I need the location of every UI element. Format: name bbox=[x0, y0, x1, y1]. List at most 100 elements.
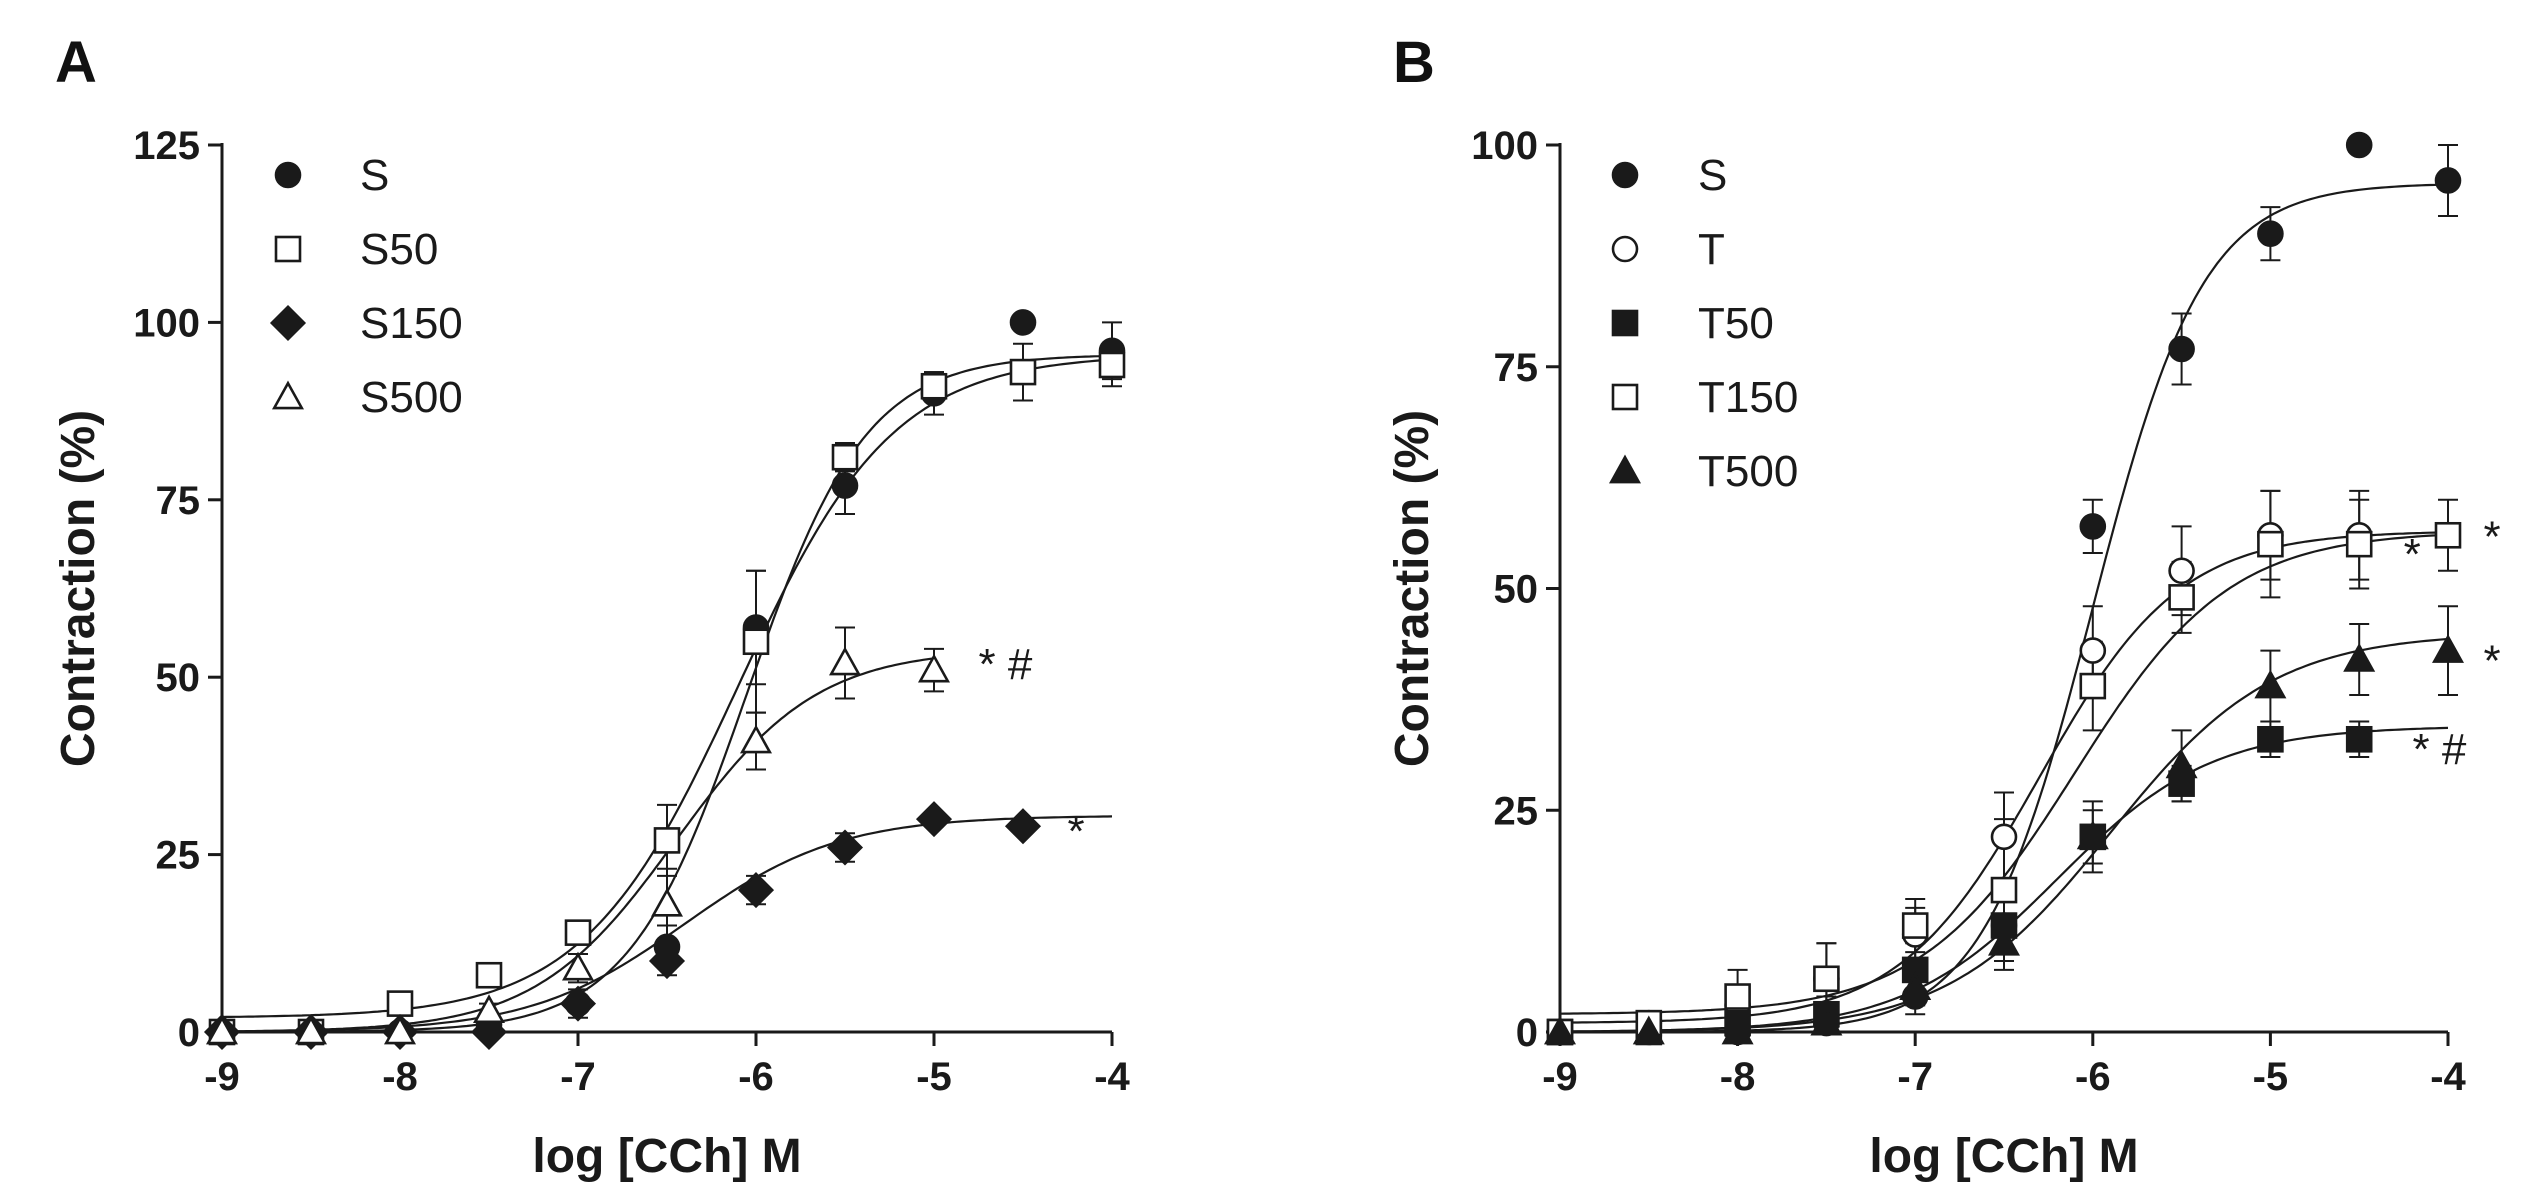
data-point-s150 bbox=[648, 943, 686, 980]
y-tick-label: 75 bbox=[1494, 346, 1539, 390]
data-point-t150 bbox=[2345, 530, 2373, 558]
data-point-t150 bbox=[2079, 672, 2107, 700]
y-axis-title: Contraction (%) bbox=[1386, 410, 1439, 767]
legend-label-s500: S500 bbox=[360, 373, 463, 422]
data-point-s bbox=[2257, 220, 2284, 247]
data-point-t50 bbox=[2345, 725, 2373, 753]
data-point-s150 bbox=[915, 801, 953, 838]
y-axis-title: Contraction (%) bbox=[52, 410, 105, 767]
x-tick-label: -7 bbox=[560, 1055, 596, 1099]
legend-marker-t bbox=[1611, 235, 1639, 263]
data-point-t500 bbox=[2076, 820, 2109, 850]
data-point-t150 bbox=[2434, 521, 2462, 549]
panel-letter: A bbox=[55, 30, 97, 95]
data-point-s50 bbox=[1009, 358, 1037, 386]
data-point-t500 bbox=[1721, 1015, 1754, 1045]
data-point-s bbox=[2079, 513, 2107, 540]
legend-label-s: S bbox=[360, 151, 389, 200]
data-point-t150 bbox=[1990, 876, 2018, 904]
legend-label-s50: S50 bbox=[360, 225, 438, 274]
data-point-t150 bbox=[2168, 584, 2195, 611]
legend-marker-t50 bbox=[1611, 309, 1639, 337]
y-tick-label: 0 bbox=[178, 1011, 200, 1055]
panel-letter: B bbox=[1393, 30, 1435, 95]
data-point-s500 bbox=[828, 646, 862, 676]
data-point-s500 bbox=[917, 653, 951, 683]
data-point-t150 bbox=[1724, 983, 1751, 1010]
x-tick-label: -6 bbox=[2075, 1055, 2111, 1099]
data-point-s500 bbox=[561, 951, 595, 981]
legend-label-s: S bbox=[1698, 151, 1727, 200]
data-point-s150 bbox=[559, 985, 597, 1022]
data-point-s50 bbox=[386, 990, 414, 1017]
legend-label-t50: T50 bbox=[1698, 299, 1774, 348]
x-tick-label: -4 bbox=[2430, 1055, 2466, 1099]
significance-marker: * bbox=[2484, 512, 2501, 561]
data-point-t500 bbox=[1899, 971, 1932, 1000]
significance-marker: * bbox=[1068, 807, 1085, 856]
x-tick-label: -6 bbox=[738, 1055, 774, 1099]
panel-b: B -9 -8 -7 -6 -5 -4 0 25 50 75 100 log [CCh] M Contra… bbox=[1386, 30, 2501, 1183]
data-point-s50 bbox=[920, 372, 948, 400]
significance-marker: * # bbox=[979, 640, 1033, 689]
legend-marker-t150 bbox=[1611, 383, 1639, 411]
data-point-s500 bbox=[383, 1015, 417, 1045]
x-tick-label: -7 bbox=[1897, 1055, 1933, 1099]
data-point-s150 bbox=[826, 829, 864, 866]
data-point-t500 bbox=[2343, 642, 2376, 672]
data-point-t bbox=[2168, 557, 2195, 585]
y-tick-label: 50 bbox=[1494, 568, 1539, 612]
data-point-t150 bbox=[2257, 530, 2284, 558]
x-tick-label: -9 bbox=[1542, 1055, 1578, 1099]
data-point-t bbox=[1990, 823, 2018, 851]
data-point-s500 bbox=[739, 724, 773, 754]
panel-a: A -9 -8 -7 -6 -5 -4 0 25 50 75 100 125 log [CCh] M Con… bbox=[52, 30, 1131, 1183]
data-point-s50 bbox=[1098, 351, 1126, 379]
significance-marker: * bbox=[2404, 530, 2421, 579]
legend-label-s150: S150 bbox=[360, 299, 463, 348]
y-tick-label: 0 bbox=[1516, 1011, 1538, 1055]
x-tick-label: -5 bbox=[916, 1055, 952, 1099]
y-tick-label: 25 bbox=[156, 834, 201, 878]
data-point-t500 bbox=[1810, 1006, 1843, 1036]
y-tick-label: 50 bbox=[156, 656, 201, 700]
x-tick-label: -5 bbox=[2253, 1055, 2289, 1099]
legend-label-t500: T500 bbox=[1698, 447, 1798, 496]
data-point-t500 bbox=[2431, 634, 2465, 663]
x-tick-label: -4 bbox=[1094, 1055, 1130, 1099]
data-point-s500 bbox=[294, 1015, 328, 1045]
data-point-t500 bbox=[1632, 1015, 1665, 1045]
data-point-s bbox=[831, 472, 859, 499]
y-tick-label: 125 bbox=[133, 124, 200, 168]
data-point-s150 bbox=[737, 872, 775, 909]
legend-marker-s bbox=[274, 161, 302, 189]
data-point-s500 bbox=[205, 1015, 239, 1045]
data-point-s500 bbox=[472, 994, 506, 1024]
data-point-s50 bbox=[564, 919, 592, 946]
x-axis-title: log [CCh] M bbox=[1869, 1130, 2138, 1183]
x-tick-label: -8 bbox=[382, 1055, 418, 1099]
data-point-t500 bbox=[1543, 1015, 1577, 1045]
data-point-s50 bbox=[742, 628, 770, 656]
x-tick-label: -9 bbox=[204, 1055, 240, 1099]
y-tick-label: 100 bbox=[1471, 124, 1538, 168]
data-point-t500 bbox=[2165, 749, 2198, 779]
data-point-s50 bbox=[653, 827, 681, 854]
data-point-s bbox=[2434, 167, 2462, 194]
legend-marker-s50 bbox=[274, 235, 302, 263]
x-axis-title: log [CCh] M bbox=[532, 1130, 801, 1183]
data-point-s50 bbox=[831, 443, 859, 471]
data-point-t500 bbox=[1987, 926, 2021, 956]
legend-marker-s150 bbox=[269, 304, 307, 342]
y-tick-label: 100 bbox=[133, 301, 200, 345]
data-point-t500 bbox=[2254, 669, 2287, 699]
legend-label-t: T bbox=[1698, 225, 1725, 274]
data-point-t50 bbox=[2257, 725, 2284, 753]
legend-marker-s bbox=[1611, 161, 1639, 189]
data-point-s150 bbox=[470, 1013, 508, 1051]
y-tick-label: 75 bbox=[156, 479, 201, 523]
data-point-s500 bbox=[650, 887, 684, 917]
data-point-s bbox=[1009, 309, 1037, 336]
